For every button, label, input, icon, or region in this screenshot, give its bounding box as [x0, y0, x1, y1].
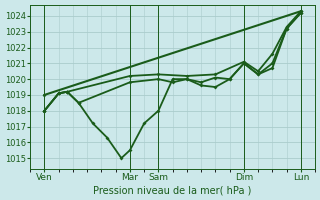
- X-axis label: Pression niveau de la mer( hPa ): Pression niveau de la mer( hPa ): [93, 185, 252, 195]
